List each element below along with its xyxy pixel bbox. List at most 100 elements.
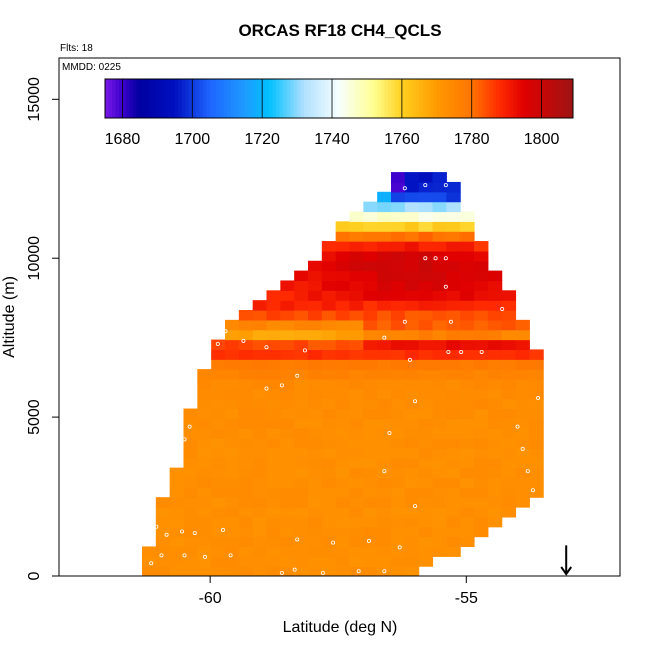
colorbar-segment	[276, 79, 281, 118]
heatmap-cell	[335, 438, 351, 449]
heatmap-cell	[238, 349, 254, 360]
colorbar-segment	[269, 79, 274, 118]
colorbar-segment	[377, 79, 382, 118]
heatmap-cell	[501, 497, 517, 508]
heatmap-cell	[377, 211, 392, 222]
heatmap-cell	[155, 556, 171, 567]
heatmap-cell	[390, 467, 406, 479]
colorbar-segment	[482, 79, 487, 118]
colorbar-segment	[307, 79, 312, 118]
colorbar-segment	[279, 79, 284, 118]
date-annotation: MMDD: 0225	[62, 62, 121, 73]
heatmap-cell	[238, 507, 254, 518]
sample-point	[182, 437, 187, 442]
heatmap-cell	[363, 546, 378, 557]
colorbar-segment	[412, 79, 417, 118]
heatmap-cell	[446, 536, 461, 548]
heatmap-cell	[377, 280, 392, 291]
heatmap-cell	[404, 516, 420, 528]
sample-point	[159, 553, 164, 558]
heatmap-cell	[404, 349, 420, 360]
heatmap-cell	[460, 388, 475, 400]
heatmap-cells	[142, 172, 544, 576]
heatmap-cell	[390, 211, 406, 222]
heatmap-cell	[307, 467, 323, 479]
sample-point	[203, 554, 208, 559]
heatmap-cell	[294, 477, 309, 488]
heatmap-cell	[280, 428, 295, 439]
y-tick-label: 15000	[26, 77, 43, 122]
heatmap-cell	[432, 457, 447, 469]
heatmap-cell	[280, 467, 295, 479]
heatmap-cell	[432, 477, 447, 488]
heatmap-cell	[294, 447, 309, 459]
heatmap-cell	[335, 280, 351, 291]
heatmap-cell	[473, 290, 489, 301]
colorbar-segment	[220, 79, 225, 118]
heatmap-cell	[418, 260, 434, 272]
heatmap-cell	[363, 319, 378, 331]
heatmap-cell	[446, 181, 461, 193]
heatmap-cell	[473, 497, 489, 508]
heatmap-cell	[238, 467, 254, 479]
heatmap-cell	[446, 310, 461, 321]
heatmap-cell	[252, 516, 268, 528]
heatmap-cell	[307, 487, 323, 498]
heatmap-cell	[266, 526, 281, 538]
heatmap-cell	[335, 566, 351, 576]
heatmap-cell	[460, 428, 475, 439]
heatmap-cell	[390, 339, 406, 351]
heatmap-cell	[529, 369, 544, 380]
heatmap-cell	[266, 438, 281, 449]
heatmap-cell	[211, 566, 226, 576]
heatmap-cell	[432, 172, 447, 183]
heatmap-cell	[294, 398, 309, 410]
colorbar-segment	[335, 79, 340, 118]
heatmap-cell	[460, 270, 475, 282]
heatmap-cell	[238, 477, 254, 488]
heatmap-cell	[169, 497, 185, 508]
heatmap-cell	[487, 300, 503, 311]
heatmap-cell	[335, 418, 351, 429]
heatmap-cell	[321, 457, 337, 469]
heatmap-cell	[294, 369, 309, 380]
heatmap-cell	[390, 536, 406, 548]
heatmap-cell	[487, 408, 503, 419]
heatmap-cell	[390, 201, 406, 213]
heatmap-cell	[460, 536, 475, 548]
heatmap-cell	[529, 477, 544, 488]
heatmap-cell	[252, 310, 268, 321]
heatmap-cell	[460, 467, 475, 479]
heatmap-cell	[252, 467, 268, 479]
heatmap-cell	[377, 477, 392, 488]
heatmap-cell	[335, 349, 351, 360]
heatmap-cell	[224, 349, 240, 360]
heatmap-cell	[266, 310, 281, 321]
heatmap-cell	[335, 487, 351, 498]
heatmap-cell	[363, 556, 378, 567]
heatmap-cell	[529, 428, 544, 439]
sample-point	[407, 357, 412, 362]
heatmap-cell	[294, 290, 309, 301]
heatmap-cell	[266, 487, 281, 498]
heatmap-cell	[418, 388, 434, 400]
colorbar-segment	[237, 79, 242, 118]
heatmap-cell	[404, 319, 420, 331]
heatmap-cell	[280, 516, 295, 528]
heatmap-cell	[404, 408, 420, 419]
colorbar-segment	[562, 79, 567, 118]
sample-point	[295, 373, 300, 378]
heatmap-cell	[515, 359, 530, 370]
heatmap-cell	[321, 487, 337, 498]
heatmap-cell	[211, 408, 226, 419]
heatmap-cell	[266, 477, 281, 488]
colorbar-segment	[384, 79, 389, 118]
heatmap-cell	[529, 349, 544, 360]
heatmap-cell	[155, 516, 171, 528]
heatmap-cell	[294, 556, 309, 567]
heatmap-cell	[224, 447, 240, 459]
heatmap-cell	[238, 546, 254, 557]
colorbar-segment	[213, 79, 218, 118]
heatmap-cell	[197, 516, 212, 528]
colorbar-segment	[300, 79, 305, 118]
